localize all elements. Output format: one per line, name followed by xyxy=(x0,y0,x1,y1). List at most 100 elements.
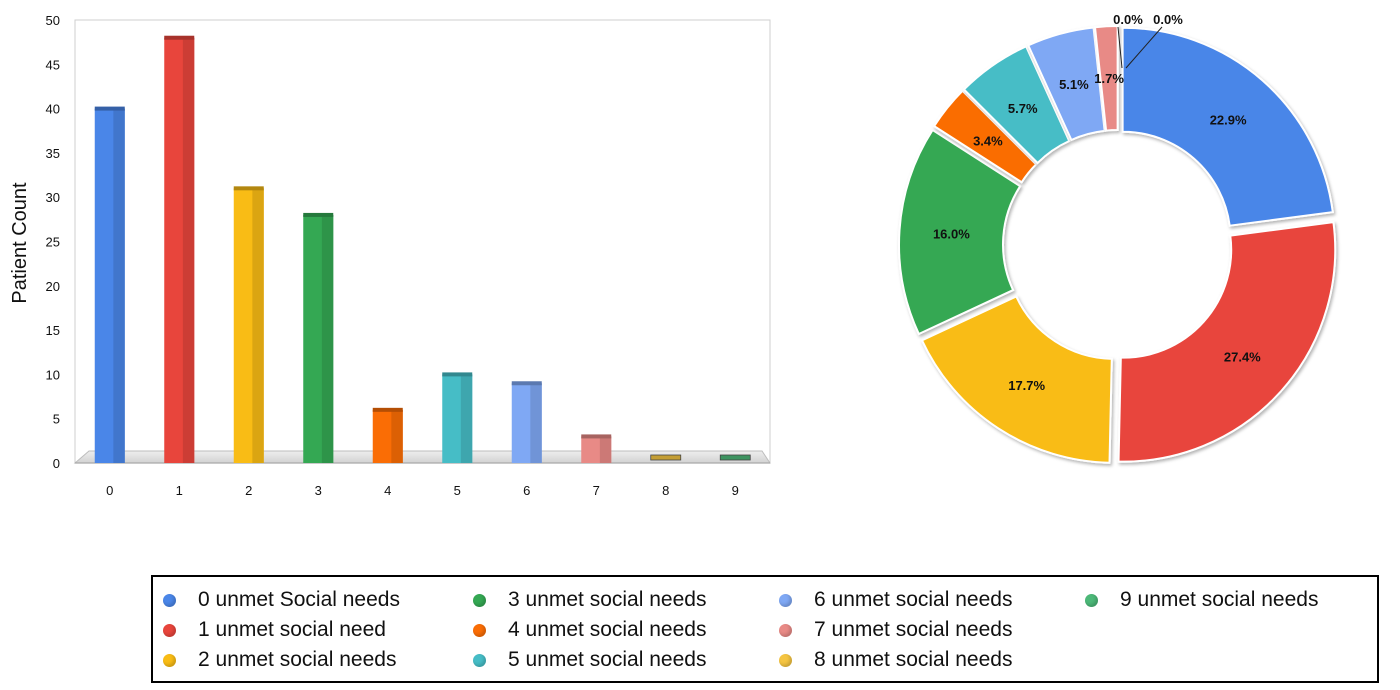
bar-7 xyxy=(581,434,612,463)
legend-label: 2 unmet social needs xyxy=(198,648,397,671)
donut-slice-label: 17.7% xyxy=(1008,378,1045,393)
legend-item: 5 unmet social needs xyxy=(473,647,706,673)
donut-slice-1 xyxy=(1117,220,1337,463)
x-tick-label: 5 xyxy=(454,483,461,498)
donut-slice-3 xyxy=(898,128,1022,336)
donut-chart: 22.9% 27.4% 17.7% 16.0% 3.4% 5.7% 5.1% 1.7% 0.0%… xyxy=(898,12,1337,464)
bar-cap xyxy=(233,186,264,191)
bar-9 xyxy=(719,454,751,461)
y-tick-label: 20 xyxy=(46,279,60,294)
donut-slice-path xyxy=(1117,220,1337,463)
legend-label: 5 unmet social needs xyxy=(508,648,707,671)
bar-5 xyxy=(442,372,473,463)
donut-slices xyxy=(898,25,1337,464)
legend: 0 unmet Social needs 1 unmet social need 2… xyxy=(151,575,1379,683)
bar-6 xyxy=(511,381,542,463)
donut-slice-4 xyxy=(932,89,1038,184)
x-tick-label: 3 xyxy=(315,483,322,498)
legend-color-dot xyxy=(779,593,792,607)
legend-item: 6 unmet social needs xyxy=(779,587,1012,613)
bar-2 xyxy=(233,186,264,463)
legend-item: 1 unmet social need xyxy=(163,617,386,643)
bar-4 xyxy=(372,407,403,463)
bar-side xyxy=(252,188,264,463)
bar-cap xyxy=(511,381,542,386)
donut-slice-path xyxy=(1093,25,1119,132)
donut-slice-path xyxy=(1026,26,1106,142)
bar-side xyxy=(182,37,195,463)
bar-zero-cap xyxy=(650,454,682,461)
y-tick-label: 35 xyxy=(46,146,60,161)
x-tick-label: 8 xyxy=(662,483,669,498)
donut-slice-7 xyxy=(1093,25,1119,132)
y-tick-label: 5 xyxy=(53,412,60,427)
bar-1 xyxy=(164,35,195,463)
donut-slice-path xyxy=(962,45,1071,165)
y-tick-label: 15 xyxy=(46,323,60,338)
donut-slice-label: 3.4% xyxy=(973,133,1003,148)
x-tick-label: 9 xyxy=(732,483,739,498)
legend-color-dot xyxy=(163,653,176,667)
bar-cap xyxy=(442,372,473,377)
donut-slice-2 xyxy=(920,295,1113,464)
bar-0 xyxy=(94,106,125,463)
legend-item: 9 unmet social needs xyxy=(1085,587,1318,613)
y-axis-title: Patient Count xyxy=(9,182,31,304)
donut-slice-label: 22.9% xyxy=(1210,112,1247,127)
y-tick-label: 10 xyxy=(46,367,60,382)
legend-label: 6 unmet social needs xyxy=(814,588,1013,611)
bar-side xyxy=(391,409,403,463)
y-axis-tick-labels: 0 5 10 15 20 25 30 35 40 45 50 xyxy=(46,13,60,471)
leader-line xyxy=(1117,26,1123,69)
donut-slice-label: 16.0% xyxy=(933,227,970,242)
bar-side xyxy=(321,214,334,463)
y-tick-label: 40 xyxy=(46,102,60,117)
legend-color-dot xyxy=(779,653,792,667)
x-tick-label: 0 xyxy=(106,483,113,498)
y-tick-label: 45 xyxy=(46,57,60,72)
y-tick-label: 25 xyxy=(46,235,60,250)
legend-label: 0 unmet Social needs xyxy=(198,588,400,611)
legend-item: 0 unmet Social needs xyxy=(163,587,400,613)
legend-item: 2 unmet social needs xyxy=(163,647,396,673)
bar-cap xyxy=(94,106,125,111)
donut-slice-0 xyxy=(1121,26,1334,227)
donut-slice-labels: 22.9% 27.4% 17.7% 16.0% 3.4% 5.7% 5.1% 1.7% 0.0%… xyxy=(933,12,1261,393)
donut-slice-label: 0.0% xyxy=(1113,12,1143,27)
legend-label: 1 unmet social need xyxy=(198,618,386,641)
bar-cap xyxy=(581,434,612,439)
legend-label: 7 unmet social needs xyxy=(814,618,1013,641)
x-tick-label: 6 xyxy=(523,483,530,498)
legend-label: 9 unmet social needs xyxy=(1120,588,1319,611)
donut-slice-label: 1.7% xyxy=(1094,71,1124,86)
bar-3 xyxy=(303,212,334,463)
donut-slice-path xyxy=(932,89,1038,184)
legend-color-dot xyxy=(779,623,792,637)
y-tick-label: 50 xyxy=(46,13,60,28)
donut-slice-path xyxy=(898,128,1022,336)
y-tick-label: 30 xyxy=(46,190,60,205)
donut-slice-5 xyxy=(962,45,1071,165)
bar-cap xyxy=(303,212,334,217)
leader-line xyxy=(1125,26,1163,69)
y-tick-label: 0 xyxy=(53,456,60,471)
bar-cap xyxy=(372,407,403,412)
bar-cap xyxy=(164,35,195,40)
bar-side xyxy=(530,383,542,463)
x-axis-tick-labels: 0 1 2 3 4 5 6 7 8 9 xyxy=(106,483,739,498)
x-tick-label: 7 xyxy=(593,483,600,498)
legend-color-dot xyxy=(163,593,176,607)
legend-label: 8 unmet social needs xyxy=(814,648,1013,671)
donut-slice-path xyxy=(920,295,1113,464)
bar-zero-cap xyxy=(719,454,751,461)
legend-item: 3 unmet social needs xyxy=(473,587,706,613)
bar-side xyxy=(599,436,612,463)
legend-color-dot xyxy=(163,623,176,637)
legend-item: 8 unmet social needs xyxy=(779,647,1012,673)
legend-color-dot xyxy=(473,623,486,637)
donut-slice-label: 0.0% xyxy=(1153,12,1183,27)
donut-slice-label: 5.1% xyxy=(1059,77,1089,92)
legend-item: 4 unmet social needs xyxy=(473,617,706,643)
